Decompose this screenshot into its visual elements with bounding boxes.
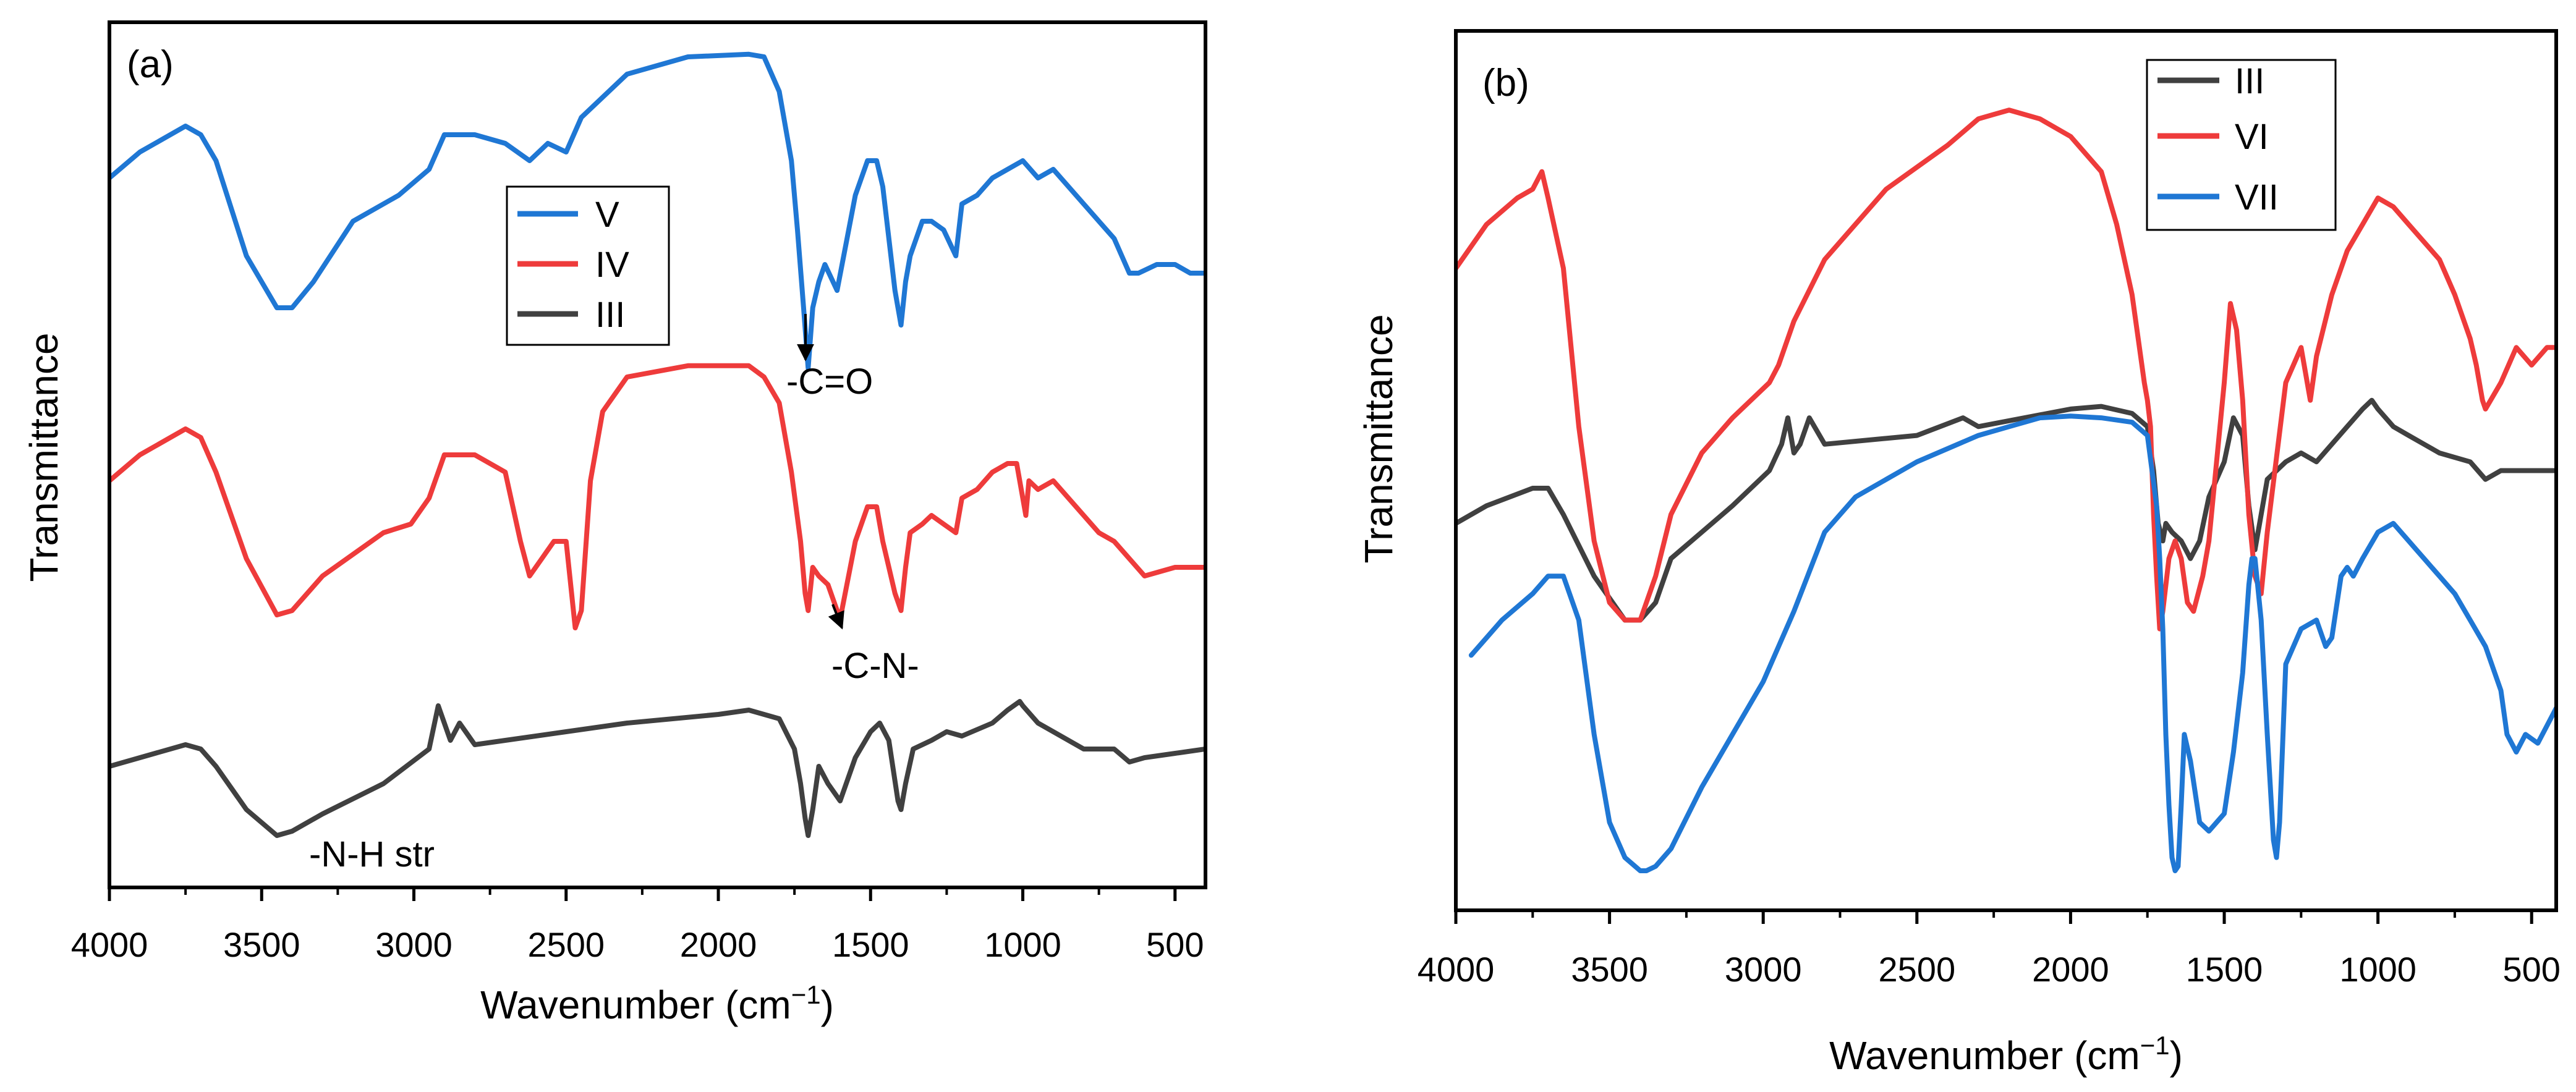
annotation-co: -C=O	[786, 362, 873, 402]
panel-label-b: (b)	[1482, 62, 1529, 104]
x-tick-label-3000-b: 3000	[1725, 950, 1802, 989]
series-line-vi-b	[1456, 108, 2556, 632]
legend-label-iv-a: IV	[595, 245, 629, 285]
panel-b: 4000 3500 3000 2500 2000 1500 1000 500 (b) III …	[1356, 29, 2561, 1078]
x-tick-label-1500-b: 1500	[2186, 950, 2263, 989]
x-tick-label-2000-a: 2000	[680, 925, 757, 964]
x-tick-label-2500-b: 2500	[1879, 950, 1956, 989]
plot-frame-a	[108, 20, 1207, 889]
series-line-iii-b	[1456, 397, 2556, 623]
x-tick-label-2500-a: 2500	[527, 925, 605, 964]
panel-label-a: (a)	[127, 43, 174, 86]
series-line-v-a	[109, 51, 1205, 371]
annotation-arrow-cn	[828, 604, 844, 630]
legend-label-vii-b: VII	[2235, 177, 2279, 218]
y-axis-label-a: Transmittance	[22, 332, 66, 582]
x-tick-label-3500-a: 3500	[223, 925, 300, 964]
series-line-iii-a	[109, 699, 1205, 838]
legend-label-iii-a: III	[595, 295, 625, 335]
x-axis-label-b: Wavenumber (cm−1)	[1829, 1031, 2183, 1078]
annotation-nh: -N-H str	[309, 834, 435, 874]
series-line-vii-b	[1468, 413, 2556, 873]
x-tick-label-500-b: 500	[2503, 950, 2561, 989]
legend-label-iii-b: III	[2235, 61, 2264, 101]
series-line-iv-a	[109, 363, 1205, 630]
x-tick-label-500-a: 500	[1146, 925, 1204, 964]
panel-a: 4000 3500 3000 2500 2000 1500 1000 500 (a) V IV…	[22, 20, 1207, 1027]
x-tick-label-4000-a: 4000	[71, 925, 148, 964]
legend-box-b	[2146, 59, 2337, 231]
x-tick-label-3500-b: 3500	[1571, 950, 1648, 989]
x-tick-label-1000-a: 1000	[984, 925, 1061, 964]
x-tick-label-2000-b: 2000	[2032, 950, 2109, 989]
legend-label-vi-b: VI	[2235, 117, 2269, 157]
x-axis-label-a: Wavenumber (cm−1)	[480, 980, 834, 1027]
x-tick-label-1500-a: 1500	[832, 925, 909, 964]
y-axis-label-b: Transmittance	[1356, 314, 1401, 563]
legend-label-v-a: V	[595, 195, 619, 235]
x-tick-label-4000-b: 4000	[1418, 950, 1495, 989]
x-tick-label-1000-b: 1000	[2339, 950, 2417, 989]
plot-frame-b	[1454, 29, 2558, 912]
annotation-cn: -C-N-	[831, 646, 919, 686]
x-tick-label-3000-a: 3000	[375, 925, 453, 964]
